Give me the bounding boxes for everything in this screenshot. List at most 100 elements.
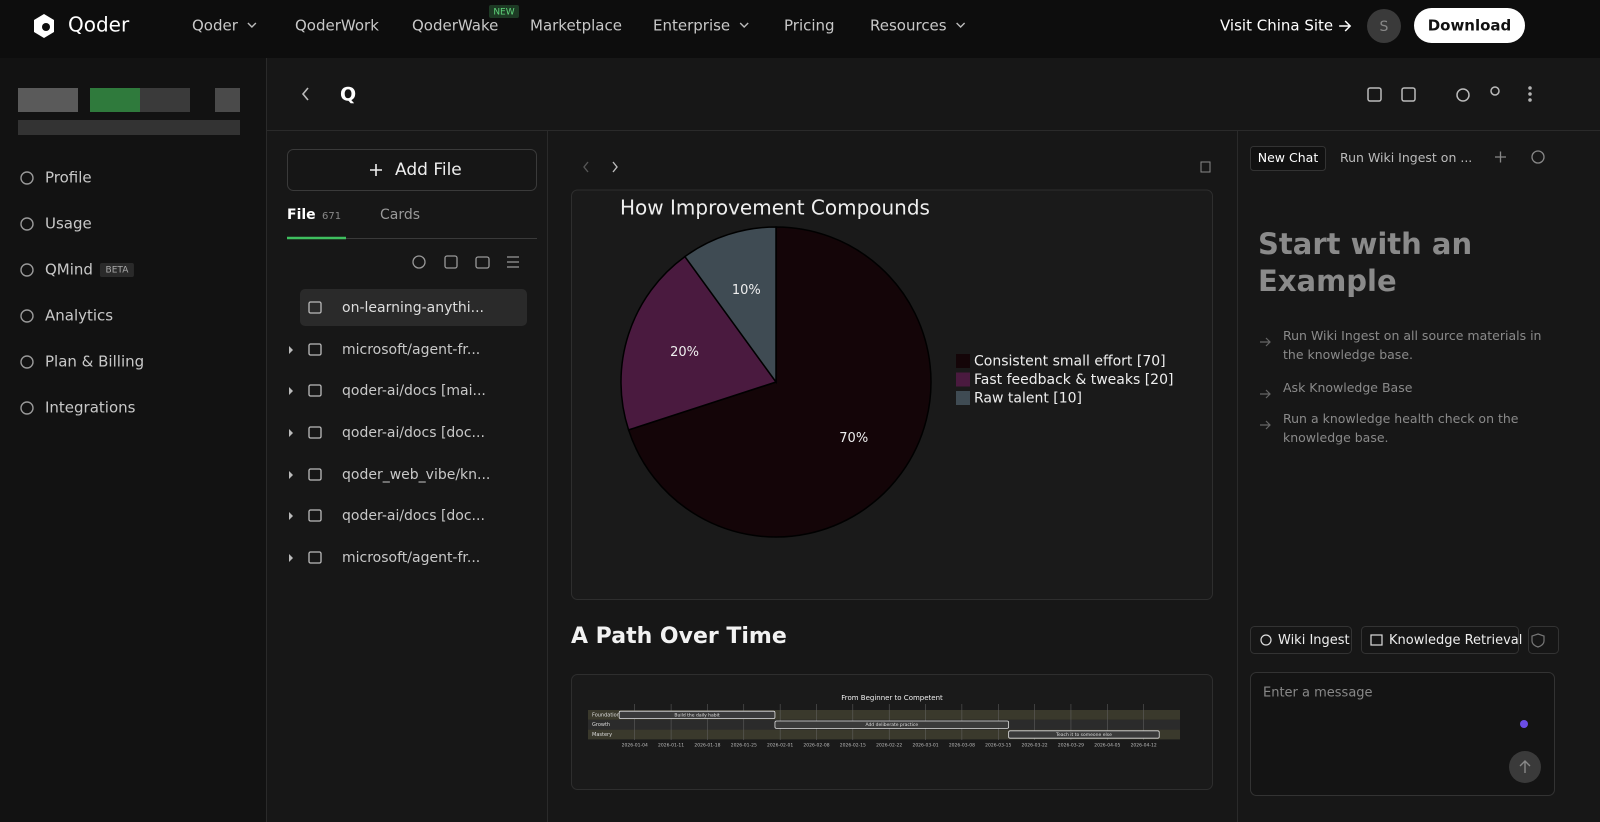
blur (18, 88, 78, 112)
more-icon[interactable] (1528, 86, 1532, 90)
message-input[interactable] (1250, 672, 1555, 796)
chat-heading: Start with an Example (1258, 227, 1473, 298)
nav-item[interactable]: Enterprise (653, 17, 730, 35)
x-tick-label: 2026-02-01 (767, 743, 793, 749)
panel-icon[interactable] (1367, 87, 1382, 102)
timer-icon[interactable] (1456, 88, 1470, 102)
download-label[interactable]: Download (1428, 17, 1512, 35)
chevron-icon (739, 22, 749, 28)
file-item[interactable]: qoder-ai/docs [doc... (342, 508, 485, 524)
slice-label: 20% (670, 345, 699, 360)
download-button[interactable] (1414, 8, 1525, 43)
menu-item[interactable]: Integrations (45, 399, 136, 417)
x-tick-label: 2026-03-29 (1058, 743, 1084, 749)
nav-item[interactable]: Qoder (192, 17, 239, 35)
menu-icon (20, 263, 34, 277)
chart-title: From Beginner to Competent (841, 694, 943, 702)
tab[interactable]: Cards (380, 207, 420, 223)
refresh-icon[interactable] (412, 255, 426, 269)
nav-item[interactable]: Marketplace (530, 17, 622, 35)
menu-item[interactable]: QMind (45, 261, 93, 279)
wiki-ingest-button[interactable] (1250, 626, 1352, 654)
menu-item[interactable]: Plan & Billing (45, 353, 144, 371)
legend-label: Raw talent [10] (974, 391, 1082, 407)
logo[interactable] (34, 14, 54, 38)
x-tick-label: 2026-02-22 (876, 743, 902, 749)
action-label[interactable]: Knowledge Retrieval (1389, 633, 1522, 648)
arrow-icon (1339, 20, 1352, 32)
pie-slice (627, 226, 932, 538)
gantt-bar (1008, 730, 1160, 739)
chat-tab[interactable]: Run Wiki Ingest on ... (1340, 150, 1472, 165)
blur (18, 120, 240, 135)
history-icon[interactable] (1531, 150, 1545, 164)
brand[interactable]: Qoder (68, 13, 130, 37)
expand-icon[interactable] (289, 346, 293, 354)
plus-icon (370, 164, 382, 176)
file-item[interactable]: qoder_web_vibe/kn... (342, 467, 490, 483)
chevron-icon (247, 22, 257, 28)
x-tick-label: 2026-01-25 (731, 743, 757, 749)
panel-icon[interactable] (1401, 87, 1416, 102)
chat-tab[interactable]: New Chat (1258, 150, 1319, 165)
menu-icon (20, 171, 34, 185)
visit-site[interactable]: Visit China Site (1220, 17, 1333, 35)
legend-swatch (956, 391, 970, 405)
file-item[interactable]: qoder-ai/docs [doc... (342, 425, 485, 441)
x-tick-label: 2026-02-15 (840, 743, 866, 749)
avatar[interactable] (1367, 9, 1401, 43)
folder-icon (308, 426, 322, 439)
nav-item[interactable]: QoderWake (412, 17, 498, 35)
x-tick-label: 2026-01-18 (694, 743, 720, 749)
next-icon[interactable] (612, 161, 618, 173)
input-placeholder: Enter a message (1263, 686, 1373, 701)
expand-icon[interactable] (289, 512, 293, 520)
add-file-button[interactable] (287, 149, 537, 191)
copy-icon[interactable] (1200, 161, 1211, 173)
users-icon[interactable] (1490, 86, 1500, 96)
file-item[interactable]: microsoft/agent-fr... (342, 342, 480, 358)
expand-icon[interactable] (289, 387, 293, 395)
prev-icon[interactable] (583, 161, 589, 173)
example-prompt: Ask Knowledge Base (1283, 380, 1413, 395)
x-tick-label: 2026-01-11 (658, 743, 684, 749)
blur (140, 88, 190, 112)
expand-icon[interactable] (289, 429, 293, 437)
list-icon[interactable] (507, 256, 519, 268)
example-prompt: Run a knowledge health check on the know… (1283, 411, 1519, 445)
x-tick-label: 2026-03-15 (985, 743, 1011, 749)
file-item[interactable]: microsoft/agent-fr... (342, 550, 480, 566)
knowledge-retrieval-button[interactable] (1361, 626, 1519, 654)
new-chat-icon[interactable] (1495, 151, 1506, 163)
nav-item[interactable]: Resources (870, 17, 947, 35)
add-file-label[interactable]: Add File (395, 160, 462, 180)
tab[interactable]: File (287, 207, 316, 223)
file-item[interactable]: on-learning-anythi... (342, 300, 484, 316)
legend-label: Fast feedback & tweaks [20] (974, 372, 1173, 388)
menu-item[interactable]: Profile (45, 169, 92, 187)
expand-icon[interactable] (289, 554, 293, 562)
nav-item[interactable]: Pricing (784, 17, 835, 35)
row-label: Growth (592, 722, 610, 728)
more-icon[interactable] (1528, 98, 1532, 102)
add-icon[interactable] (444, 255, 458, 269)
send-icon (1519, 760, 1531, 773)
back-icon[interactable] (301, 87, 309, 101)
logo-icon (42, 23, 50, 31)
nav-item[interactable]: QoderWork (295, 17, 379, 35)
more-icon[interactable] (1528, 92, 1532, 96)
folder-icon[interactable] (475, 256, 490, 269)
new-chat-tab[interactable] (1250, 146, 1326, 171)
slice-label: 10% (732, 283, 761, 298)
file-count: 671 (322, 211, 341, 222)
expand-icon[interactable] (289, 471, 293, 479)
action-label[interactable]: Wiki Ingest (1278, 633, 1350, 648)
menu-item[interactable]: Usage (45, 215, 92, 233)
selected-file[interactable] (300, 289, 527, 326)
gantt-bar (774, 720, 1010, 729)
arrow-icon (1260, 389, 1271, 399)
pie-slice (683, 226, 777, 385)
file-item[interactable]: qoder-ai/docs [mai... (342, 383, 486, 399)
menu-item[interactable]: Analytics (45, 307, 113, 325)
